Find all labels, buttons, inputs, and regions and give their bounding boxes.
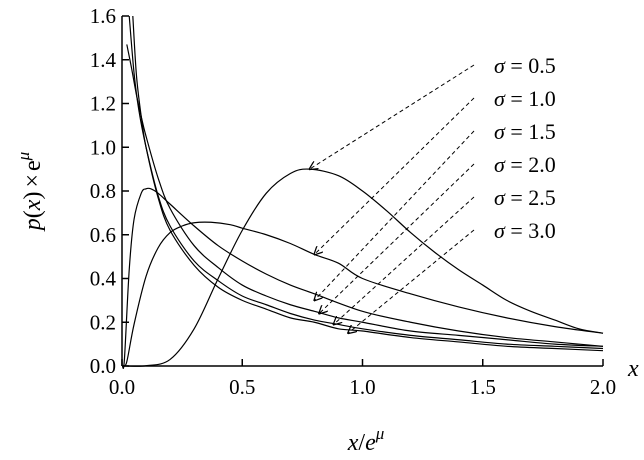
y-tick-label: 0.2 xyxy=(90,310,116,334)
legend-arrow xyxy=(334,196,475,324)
legend-arrows xyxy=(310,64,475,333)
legend-arrow xyxy=(314,97,475,254)
legend-label: σ = 3.0 xyxy=(494,218,556,243)
y-tick-label: 1.6 xyxy=(90,4,116,28)
y-tick-label: 0.8 xyxy=(90,179,116,203)
x-axis-end-label: x xyxy=(627,356,639,382)
x-ticks: 0.0 0.5 1.0 1.5 2.0 xyxy=(109,359,616,399)
x-tick-label: 1.5 xyxy=(470,375,496,399)
y-tick-label: 1.4 xyxy=(90,48,117,72)
x-tick-label: 1.0 xyxy=(349,375,375,399)
curves xyxy=(121,15,604,369)
legend-label: σ = 2.0 xyxy=(494,152,556,177)
legend-arrow xyxy=(348,229,475,333)
y-tick-label: 1.0 xyxy=(90,135,116,159)
y-tick-label: 0.0 xyxy=(90,354,116,378)
legend-arrow xyxy=(314,130,475,300)
y-tick-label: 1.2 xyxy=(90,92,116,116)
legend-label: σ = 1.5 xyxy=(494,119,556,144)
series-line xyxy=(121,187,604,369)
y-ticks: 0.0 0.2 0.4 0.6 0.8 1.0 1.2 1.4 1.6 xyxy=(90,4,129,378)
x-tick-label: 2.0 xyxy=(590,375,616,399)
legend: σ = 0.5 σ = 1.0 σ = 1.5 σ = 2.0 σ = 2.5 σ = 3… xyxy=(494,53,556,243)
y-tick-label: 0.4 xyxy=(90,267,117,291)
x-axis-title: x/eμ xyxy=(347,424,385,456)
x-tick-label: 0.5 xyxy=(229,375,255,399)
series-line xyxy=(122,221,604,367)
legend-arrow xyxy=(310,64,475,169)
series-line xyxy=(132,15,604,352)
x-tick-label: 0.0 xyxy=(109,375,135,399)
legend-label: σ = 0.5 xyxy=(494,53,556,78)
legend-label: σ = 2.5 xyxy=(494,185,556,210)
series-line xyxy=(126,168,604,367)
legend-label: σ = 1.0 xyxy=(494,86,556,111)
y-tick-label: 0.6 xyxy=(90,223,116,247)
y-axis-title: p(x)×eμ xyxy=(14,152,46,232)
legend-arrow xyxy=(319,163,475,314)
